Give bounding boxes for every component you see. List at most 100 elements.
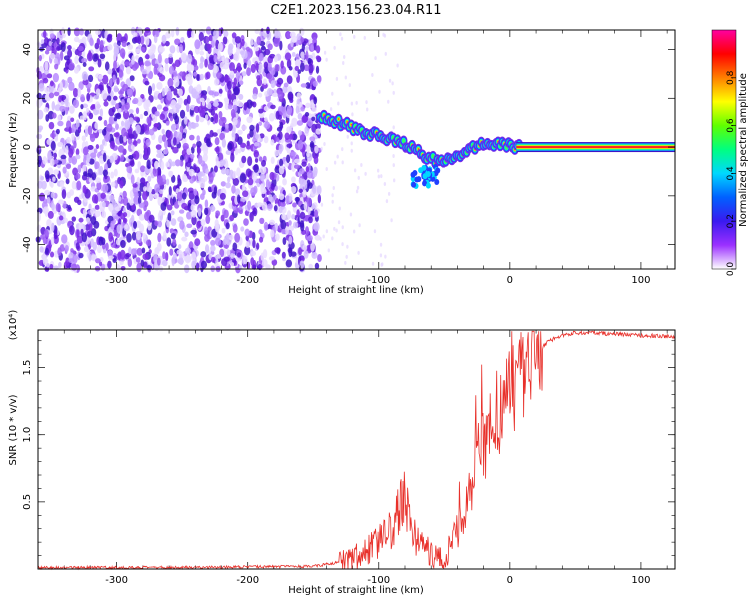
- noise-speckle: [245, 143, 251, 150]
- noise-speckle: [69, 105, 75, 114]
- noise-speckle: [308, 63, 314, 74]
- noise-speckle: [215, 145, 220, 155]
- noise-speckle: [261, 159, 266, 167]
- ridge-blob: [410, 171, 416, 178]
- noise-speckle: [65, 98, 69, 107]
- noise-speckle: [288, 93, 294, 98]
- noise-speckle: [96, 245, 102, 254]
- noise-speckle: [264, 117, 268, 122]
- noise-speckle: [356, 185, 360, 190]
- noise-speckle: [341, 160, 344, 165]
- noise-speckle: [136, 138, 141, 144]
- noise-speckle: [119, 134, 124, 144]
- noise-speckle: [122, 196, 129, 206]
- noise-speckle: [240, 142, 247, 148]
- noise-speckle: [223, 256, 230, 262]
- noise-speckle: [284, 132, 290, 141]
- ridge-blob: [417, 148, 420, 150]
- noise-speckle: [132, 183, 138, 188]
- noise-speckle: [146, 182, 150, 193]
- noise-speckle: [229, 70, 235, 76]
- noise-speckle: [135, 107, 140, 115]
- noise-speckle: [230, 152, 235, 163]
- noise-speckle: [54, 229, 58, 240]
- noise-speckle: [176, 191, 183, 202]
- noise-speckle: [235, 71, 241, 80]
- noise-speckle: [112, 74, 116, 83]
- noise-speckle: [101, 201, 106, 208]
- noise-speckle: [350, 141, 353, 146]
- noise-speckle: [142, 190, 148, 201]
- noise-speckle: [64, 244, 69, 252]
- noise-speckle: [140, 177, 146, 185]
- noise-speckle: [317, 194, 322, 204]
- noise-speckle: [199, 73, 204, 81]
- noise-speckle: [94, 101, 101, 111]
- colorbar-tick-label: 0.6: [726, 118, 736, 133]
- noise-speckle: [170, 99, 177, 109]
- noise-speckle: [164, 147, 169, 155]
- noise-speckle: [51, 202, 55, 211]
- noise-speckle: [65, 257, 70, 267]
- noise-speckle: [200, 218, 206, 227]
- noise-speckle: [276, 77, 284, 85]
- noise-speckle: [191, 215, 197, 226]
- noise-speckle: [200, 260, 208, 269]
- snr-x-tick-label: -300: [105, 575, 128, 586]
- noise-speckle: [197, 173, 202, 182]
- noise-speckle: [148, 192, 154, 202]
- noise-speckle: [183, 116, 188, 125]
- noise-speckle: [52, 112, 57, 119]
- noise-speckle: [88, 253, 92, 262]
- noise-speckle: [341, 147, 344, 152]
- noise-speckle: [214, 237, 222, 247]
- noise-speckle: [227, 89, 232, 100]
- noise-speckle: [143, 110, 149, 117]
- noise-speckle: [204, 207, 209, 216]
- noise-speckle: [51, 101, 56, 111]
- noise-speckle: [277, 114, 283, 120]
- noise-speckle: [170, 210, 175, 216]
- noise-speckle: [89, 37, 94, 46]
- noise-speckle: [344, 260, 347, 265]
- noise-speckle: [198, 32, 204, 42]
- noise-speckle: [304, 226, 310, 236]
- noise-speckle: [102, 169, 108, 177]
- noise-speckle: [384, 254, 387, 259]
- noise-speckle: [59, 81, 63, 91]
- noise-speckle: [261, 82, 268, 89]
- noise-speckle: [103, 119, 108, 127]
- noise-speckle: [85, 235, 91, 245]
- noise-speckle: [37, 109, 44, 120]
- noise-speckle: [92, 53, 98, 62]
- noise-speckle: [290, 186, 297, 194]
- noise-speckle: [256, 78, 263, 87]
- ridge-blob: [425, 182, 431, 189]
- noise-speckle: [218, 110, 223, 119]
- colorbar-tick-label: 0.0: [726, 262, 736, 277]
- noise-speckle: [185, 73, 192, 82]
- noise-speckle: [215, 155, 219, 164]
- ridge-blob: [433, 170, 439, 177]
- noise-speckle: [107, 68, 113, 75]
- noise-speckle: [293, 158, 301, 164]
- noise-speckle: [202, 153, 208, 162]
- noise-speckle: [247, 156, 253, 167]
- noise-speckle: [94, 210, 101, 217]
- noise-speckle: [117, 108, 122, 113]
- noise-speckle: [313, 222, 320, 232]
- noise-speckle: [341, 242, 344, 247]
- noise-speckle: [169, 45, 176, 54]
- noise-speckle: [81, 50, 86, 58]
- noise-speckle: [243, 255, 248, 265]
- noise-speckle: [68, 148, 74, 158]
- noise-speckle: [274, 149, 279, 157]
- noise-speckle: [194, 195, 200, 205]
- noise-speckle: [286, 154, 291, 164]
- noise-speckle: [303, 250, 309, 259]
- noise-speckle: [95, 177, 101, 184]
- noise-speckle: [76, 229, 80, 238]
- noise-speckle: [247, 200, 252, 211]
- noise-speckle: [204, 226, 208, 235]
- noise-speckle: [313, 155, 319, 165]
